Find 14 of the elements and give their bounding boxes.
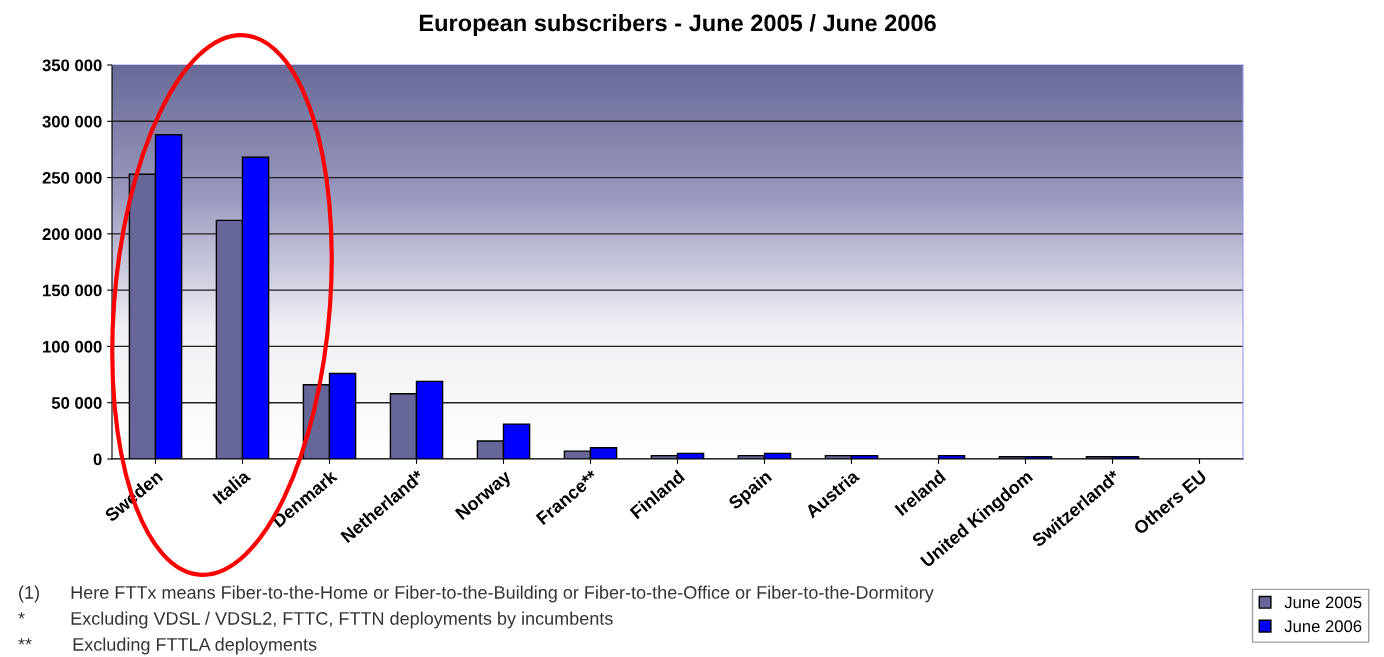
chart-title: European subscribers - June 2005 / June 2006 — [419, 14, 936, 36]
legend-label: June 2006 — [1284, 620, 1362, 633]
y-tick-label: 50 000 — [51, 397, 102, 409]
text: * Excluding VDSL / VDSL2, FTTC, FTTN deployments by incumbents — [18, 611, 613, 629]
legend-label: June 2005 — [1284, 596, 1362, 609]
y-tick-label: 350 000 — [42, 59, 102, 72]
y-tick-label: 100 000 — [43, 340, 102, 353]
y-tick-label: 200 000 — [42, 228, 102, 241]
text: (1) Here FTTx means Fiber-to-the-Home or Fiber-to-the-Building or Fiber-to-the-Office or Fiber-to-the-Dormitory — [19, 585, 934, 603]
y-tick-label: 300 000 — [42, 115, 102, 128]
y-tick-label: 250 000 — [42, 171, 102, 184]
y-tick-label: 150 000 — [43, 284, 102, 297]
y-tick-label: 0 — [93, 453, 102, 466]
text: ** Excluding FTTLA deployments — [18, 637, 317, 655]
